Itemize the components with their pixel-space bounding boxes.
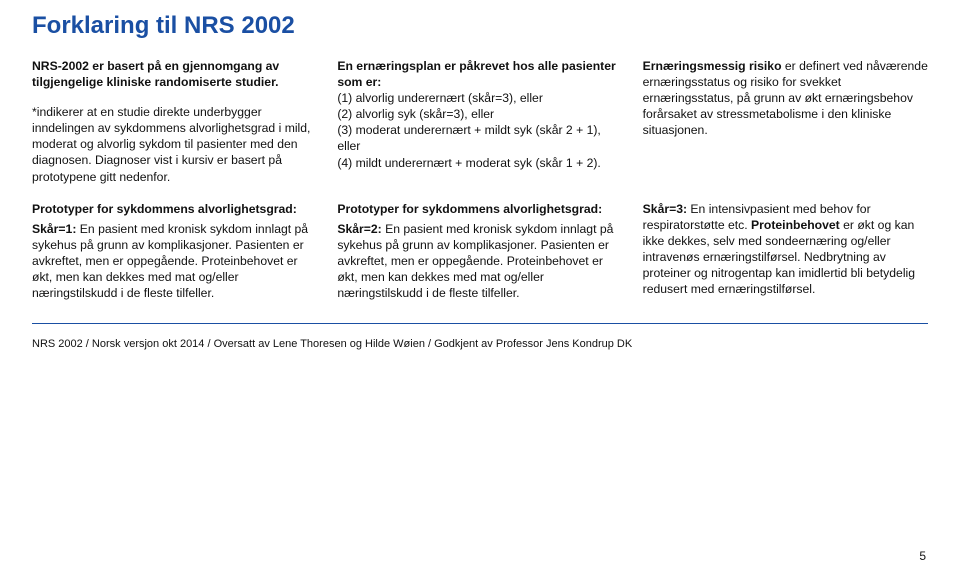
block-r1c3: Ernæringsmessig risiko er definert ved n… [643, 58, 928, 185]
r2c3-lead: Skår=3: [643, 202, 687, 216]
r1c2-body: En ernæringsplan er påkrevet hos alle pa… [337, 58, 622, 171]
r2c1-body: Skår=1: En pasient med kronisk sykdom in… [32, 221, 317, 301]
r1c3-body: Ernæringsmessig risiko er definert ved n… [643, 58, 928, 138]
block-r2c1: Prototyper for sykdommens alvorlighetsgr… [32, 201, 317, 302]
footnote: NRS 2002 / Norsk versjon okt 2014 / Over… [32, 338, 928, 350]
r2c3-body: Skår=3: En intensivpasient med behov for… [643, 201, 928, 298]
r2c1-head: Prototyper for sykdommens alvorlighetsgr… [32, 201, 317, 217]
block-r2c3: Skår=3: En intensivpasient med behov for… [643, 201, 928, 302]
r1c2-lead-bold: En ernæringsplan er påkrevet hos alle pa… [337, 59, 615, 89]
r2c1-lead: Skår=1: [32, 222, 76, 236]
separator-line [32, 323, 928, 324]
r2c3-midbold: Proteinbehovet [751, 218, 840, 232]
page-number: 5 [919, 549, 926, 563]
r2c2-lead: Skår=2: [337, 222, 381, 236]
r2c2-body: Skår=2: En pasient med kronisk sykdom in… [337, 221, 622, 301]
block-r1c2: En ernæringsplan er påkrevet hos alle pa… [337, 58, 622, 185]
r1c2-l3: (3) moderat underernært + mildt syk (skå… [337, 123, 600, 153]
content-grid: NRS-2002 er basert på en gjennomgang av … [32, 58, 928, 301]
page-title: Forklaring til NRS 2002 [32, 12, 928, 40]
r1c2-l2: (2) alvorlig syk (skår=3), eller [337, 107, 494, 121]
r1c1-lead: NRS-2002 er basert på en gjennomgang av … [32, 58, 317, 90]
r1c3-bold: Ernæringsmessig risiko [643, 59, 782, 73]
block-r2c2: Prototyper for sykdommens alvorlighetsgr… [337, 201, 622, 302]
r2c2-head: Prototyper for sykdommens alvorlighetsgr… [337, 201, 622, 217]
r1c2-l1: (1) alvorlig underernært (skår=3), eller [337, 91, 543, 105]
block-r1c1: NRS-2002 er basert på en gjennomgang av … [32, 58, 317, 185]
r1c1-body: *indikerer at en studie direkte underbyg… [32, 104, 317, 184]
r1c2-l4: (4) mildt underernært + moderat syk (skå… [337, 156, 600, 170]
